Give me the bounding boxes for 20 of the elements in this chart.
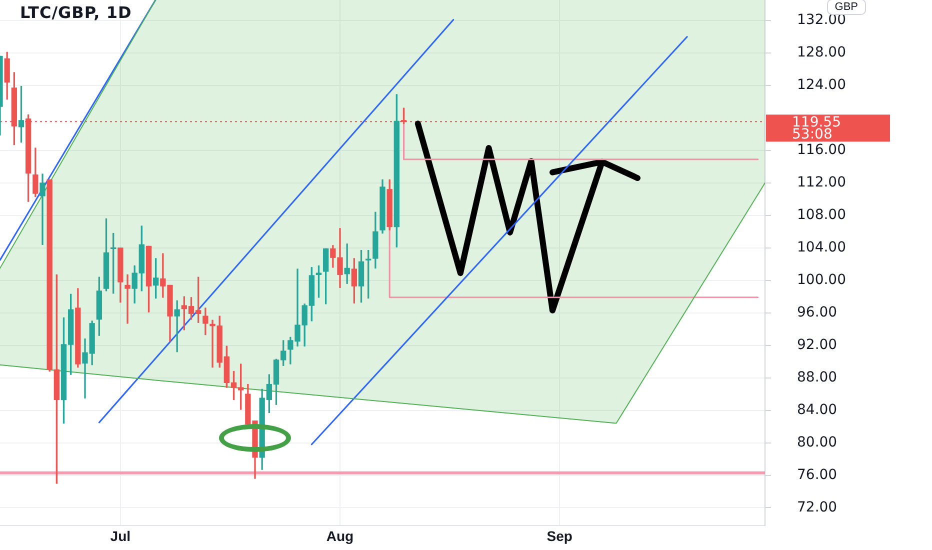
y-tick-label: 100.00	[797, 272, 846, 288]
y-tick-label: 116.00	[797, 142, 846, 158]
y-tick-label: 112.00	[797, 174, 846, 191]
x-tick-label: Aug	[326, 528, 354, 544]
y-tick-label: 124.00	[797, 77, 846, 94]
y-tick-label: 88.00	[797, 369, 838, 386]
text: 53:08	[792, 126, 832, 142]
y-tick-label: 104.00	[797, 240, 846, 256]
chart-title: LTC/GBP, 1D	[20, 3, 132, 22]
y-tick-label: 72.00	[797, 499, 838, 516]
x-tick-label: Jul	[110, 528, 131, 544]
x-tick-label: Sep	[546, 528, 572, 544]
text: GBP	[826, 0, 866, 15]
y-tick-label: 84.00	[797, 402, 838, 418]
y-tick-label: 96.00	[797, 304, 838, 320]
y-tick-label: 92.00	[797, 336, 838, 353]
y-tick-label: 128.00	[797, 44, 846, 61]
y-tick-label: 76.00	[797, 466, 838, 483]
y-tick-label: 108.00	[797, 207, 846, 224]
y-tick-label: 80.00	[797, 434, 838, 450]
